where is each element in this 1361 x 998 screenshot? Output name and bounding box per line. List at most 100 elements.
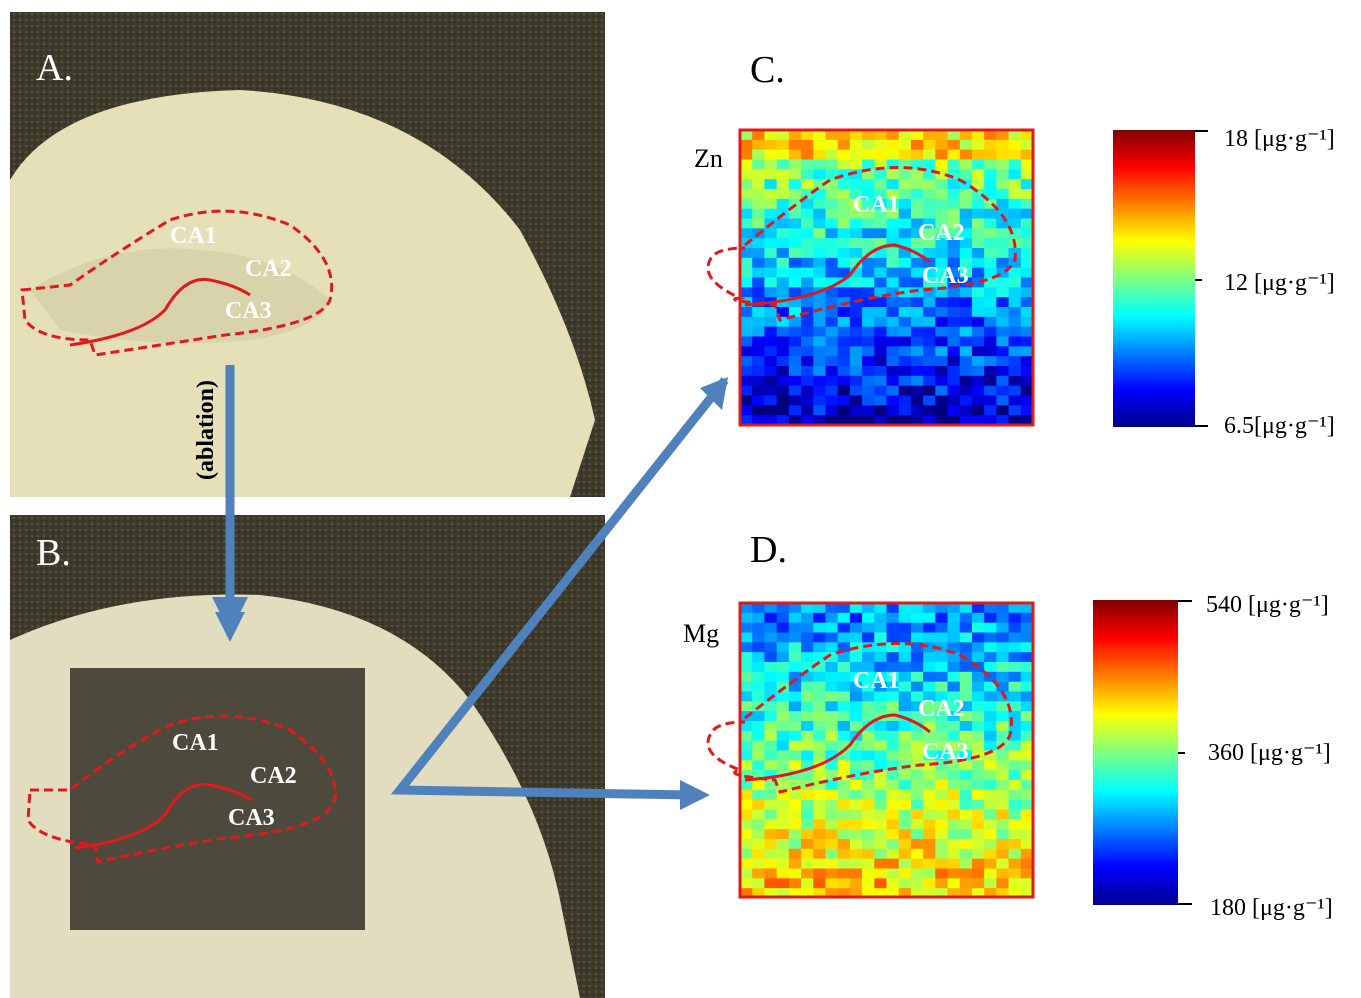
heatmap-cell bbox=[752, 356, 765, 366]
heatmap-cell bbox=[825, 878, 838, 888]
heatmap-cell bbox=[801, 219, 814, 229]
heatmap-cell bbox=[874, 258, 887, 268]
heatmap-cell bbox=[825, 721, 838, 731]
heatmap-cell bbox=[813, 869, 826, 879]
heatmap-cell bbox=[825, 672, 838, 682]
heatmap-cell bbox=[813, 633, 826, 643]
heatmap-cell bbox=[789, 662, 802, 672]
heatmap-cell bbox=[960, 337, 973, 347]
heatmap-cell bbox=[935, 179, 948, 189]
heatmap-cell bbox=[813, 258, 826, 268]
heatmap-cell bbox=[838, 376, 851, 386]
heatmap-cell bbox=[874, 780, 887, 790]
heatmap-cell bbox=[825, 160, 838, 170]
heatmap-cell bbox=[801, 682, 814, 692]
heatmap-cell bbox=[935, 800, 948, 810]
heatmap-cell bbox=[825, 258, 838, 268]
heatmap-cell bbox=[740, 633, 753, 643]
heatmap-cell bbox=[813, 150, 826, 160]
heatmap-cell bbox=[996, 179, 1009, 189]
heatmap-cell bbox=[789, 346, 802, 356]
heatmap-cell bbox=[972, 366, 985, 376]
heatmap-cell bbox=[764, 790, 777, 800]
colorbar-label: 12 [μg·g⁻¹] bbox=[1224, 270, 1335, 296]
heatmap-cell bbox=[984, 839, 997, 849]
heatmap-cell bbox=[960, 140, 973, 150]
heatmap-cell bbox=[1009, 819, 1022, 829]
heatmap-cell bbox=[923, 189, 936, 199]
heatmap-cell bbox=[777, 878, 790, 888]
heatmap-cell bbox=[935, 356, 948, 366]
heatmap-cell bbox=[996, 839, 1009, 849]
heatmap-cell bbox=[874, 307, 887, 317]
heatmap-cell bbox=[887, 386, 900, 396]
heatmap-cell bbox=[752, 130, 765, 140]
heatmap-cell bbox=[911, 307, 924, 317]
heatmap-cell bbox=[789, 623, 802, 633]
heatmap-cell bbox=[777, 356, 790, 366]
heatmap-cell bbox=[801, 376, 814, 386]
heatmap-cell bbox=[911, 682, 924, 692]
region-label: CA2 bbox=[245, 256, 292, 282]
heatmap-cell bbox=[887, 859, 900, 869]
heatmap-cell bbox=[838, 386, 851, 396]
heatmap-cell bbox=[789, 405, 802, 415]
heatmap-cell bbox=[899, 317, 912, 327]
heatmap-cell bbox=[813, 790, 826, 800]
heatmap-cell bbox=[948, 386, 961, 396]
heatmap-cell bbox=[862, 633, 875, 643]
heatmap-cell bbox=[948, 819, 961, 829]
heatmap-cell bbox=[887, 140, 900, 150]
heatmap-cell bbox=[874, 396, 887, 406]
heatmap-cell bbox=[960, 819, 973, 829]
heatmap-cell bbox=[789, 366, 802, 376]
heatmap-cell bbox=[764, 238, 777, 248]
heatmap-cell bbox=[838, 199, 851, 209]
heatmap-cell bbox=[996, 386, 1009, 396]
heatmap-cell bbox=[862, 386, 875, 396]
heatmap-cell bbox=[801, 248, 814, 258]
heatmap-cell bbox=[801, 386, 814, 396]
heatmap-cell bbox=[740, 613, 753, 623]
colorbar-label: 360 [μg·g⁻¹] bbox=[1208, 740, 1331, 766]
heatmap-cell bbox=[801, 346, 814, 356]
heatmap-cell bbox=[887, 228, 900, 238]
heatmap-cell bbox=[899, 346, 912, 356]
heatmap-cell bbox=[960, 633, 973, 643]
heatmap-cell bbox=[764, 189, 777, 199]
heatmap-cell bbox=[984, 405, 997, 415]
heatmap-cell bbox=[752, 819, 765, 829]
heatmap-cell bbox=[862, 405, 875, 415]
heatmap-cell bbox=[960, 613, 973, 623]
heatmap-cell bbox=[777, 613, 790, 623]
heatmap-cell bbox=[801, 829, 814, 839]
heatmap-cell bbox=[960, 623, 973, 633]
heatmap-cell bbox=[813, 169, 826, 179]
heatmap-cell bbox=[825, 317, 838, 327]
colorbar-label: 18 [μg·g⁻¹] bbox=[1224, 126, 1335, 152]
heatmap-cell bbox=[996, 287, 1009, 297]
heatmap-cell bbox=[887, 169, 900, 179]
heatmap-cell bbox=[887, 405, 900, 415]
heatmap-cell bbox=[850, 327, 863, 337]
heatmap-cell bbox=[874, 297, 887, 307]
heatmap-cell bbox=[984, 613, 997, 623]
heatmap-cell bbox=[777, 278, 790, 288]
heatmap-cell bbox=[862, 800, 875, 810]
heatmap-cell bbox=[838, 731, 851, 741]
heatmap-cell bbox=[752, 238, 765, 248]
heatmap-cell bbox=[850, 810, 863, 820]
heatmap-cell bbox=[899, 179, 912, 189]
heatmap-cell bbox=[899, 603, 912, 613]
heatmap-cell bbox=[862, 396, 875, 406]
heatmap-cell bbox=[752, 849, 765, 859]
heatmap-cell bbox=[801, 160, 814, 170]
heatmap-cell bbox=[1009, 346, 1022, 356]
heatmap-cell bbox=[1009, 829, 1022, 839]
heatmap-cell bbox=[825, 790, 838, 800]
heatmap-cell bbox=[996, 248, 1009, 258]
heatmap-cell bbox=[777, 386, 790, 396]
heatmap-cell bbox=[838, 228, 851, 238]
heatmap-cell bbox=[996, 760, 1009, 770]
heatmap-cell bbox=[1009, 376, 1022, 386]
